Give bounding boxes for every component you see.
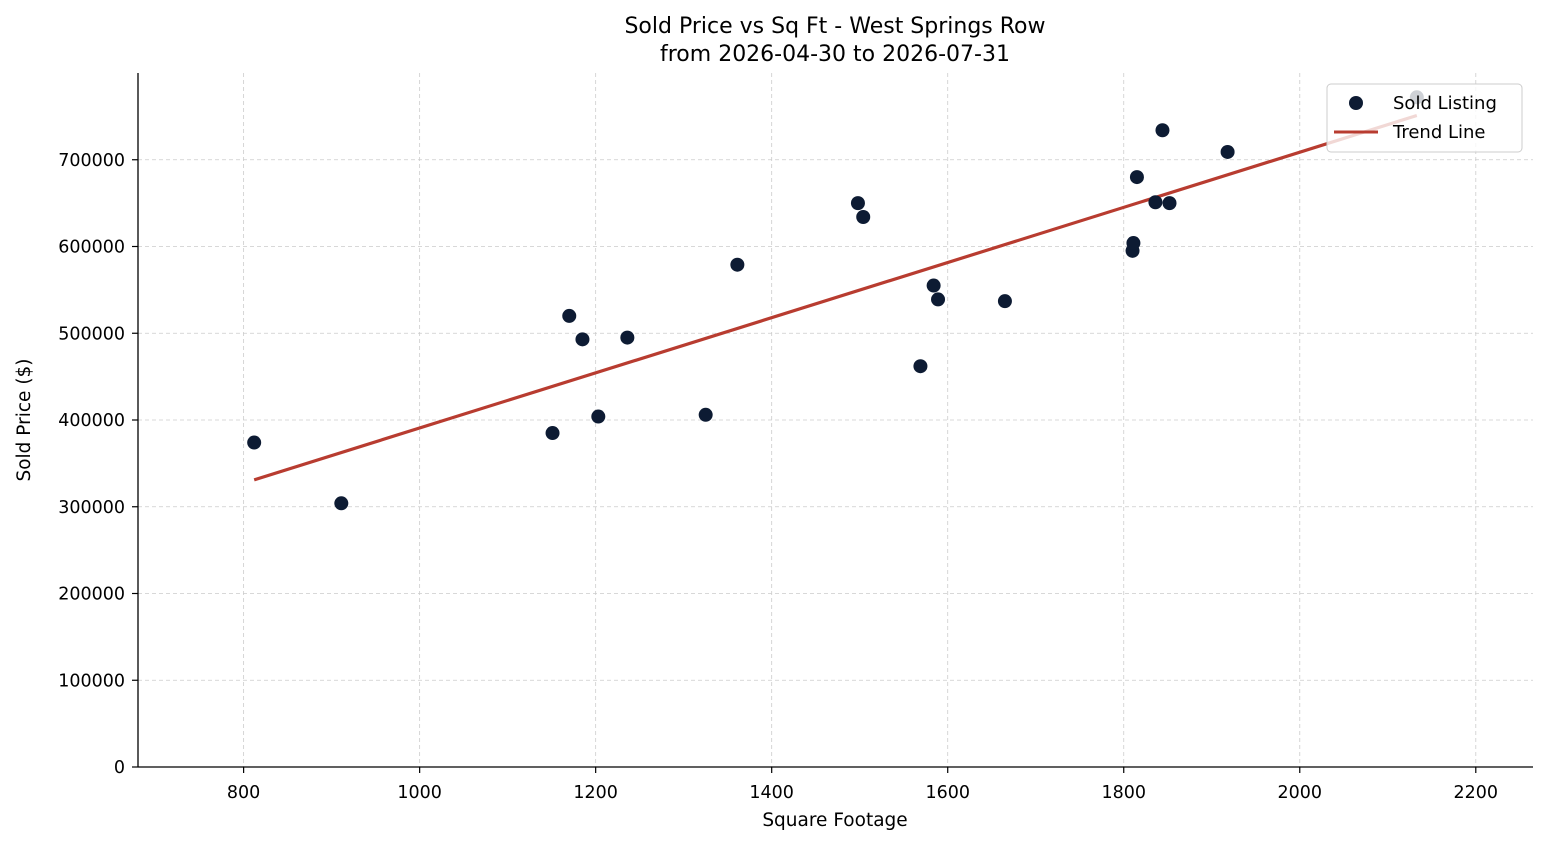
scatter-point [931, 292, 946, 307]
y-tick-label: 400000 [58, 411, 125, 431]
x-tick-label: 1200 [573, 783, 618, 803]
scatter-point [545, 426, 560, 441]
legend-box [1326, 83, 1523, 153]
scatter-point [730, 257, 745, 272]
scatter-point [334, 496, 349, 511]
scatter-point [1220, 144, 1235, 159]
data-points [247, 90, 1424, 511]
x-tick-label: 800 [227, 783, 260, 803]
scatter-point [1126, 236, 1141, 251]
chart-title-line1: Sold Price vs Sq Ft - West Springs Row [624, 14, 1045, 39]
y-tick-label: 0 [114, 758, 125, 778]
x-tick-label: 2000 [1277, 783, 1322, 803]
scatter-point [1162, 196, 1177, 211]
legend-marker-sold-listing [1349, 96, 1363, 110]
x-tick-label: 1600 [925, 783, 970, 803]
x-tick-label: 1800 [1101, 783, 1146, 803]
x-axis-label: Square Footage [762, 810, 907, 831]
y-axis-label: Sold Price ($) [14, 358, 35, 481]
scatter-point [1148, 195, 1163, 210]
chart-title-line2: from 2026-04-30 to 2026-07-31 [660, 42, 1010, 67]
scatter-point [926, 278, 941, 293]
legend-label-sold-listing: Sold Listing [1393, 93, 1497, 114]
x-tick-label: 1000 [397, 783, 442, 803]
scatter-point [997, 294, 1012, 309]
y-tick-label: 100000 [58, 671, 125, 691]
scatter-point [620, 330, 635, 345]
scatter-point [1129, 170, 1144, 185]
scatter-point [562, 308, 577, 323]
x-tick-label: 2200 [1454, 783, 1499, 803]
x-axis-ticks: 800 1000 1200 1400 1600 1800 2000 2200 [227, 767, 1498, 803]
scatter-point [247, 435, 262, 450]
scatter-point [698, 407, 713, 422]
grid-lines [138, 73, 1533, 768]
scatter-point [591, 409, 606, 424]
y-tick-label: 700000 [58, 151, 125, 171]
scatter-point [856, 210, 871, 225]
scatter-point [850, 196, 865, 211]
y-tick-label: 500000 [58, 324, 125, 344]
y-axis-ticks: 0 100000 200000 300000 400000 500000 600000 700… [58, 151, 138, 778]
scatter-point [575, 332, 590, 347]
trend-line [253, 113, 1418, 482]
scatter-point [1155, 123, 1170, 138]
legend-label-trend-line: Trend Line [1392, 122, 1486, 143]
y-tick-label: 300000 [58, 498, 125, 518]
y-tick-label: 200000 [58, 585, 125, 605]
y-tick-label: 600000 [58, 238, 125, 258]
legend: Sold Listing Trend Line [1326, 83, 1523, 153]
trend-line-group [253, 113, 1418, 482]
scatter-point [913, 359, 928, 374]
x-tick-label: 1400 [749, 783, 794, 803]
